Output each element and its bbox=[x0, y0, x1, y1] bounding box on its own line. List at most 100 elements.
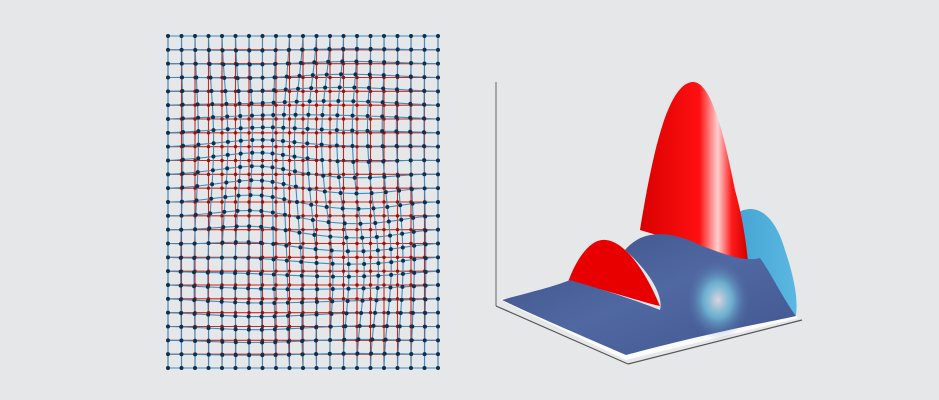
deformed-node bbox=[312, 232, 317, 237]
deformed-node bbox=[180, 157, 185, 162]
deformed-node bbox=[345, 298, 350, 303]
deformed-node bbox=[361, 286, 366, 291]
deformed-node bbox=[194, 88, 199, 93]
deformed-node bbox=[246, 327, 251, 332]
reference-node bbox=[247, 117, 251, 121]
deformed-node bbox=[250, 150, 255, 155]
deformed-node bbox=[280, 139, 285, 144]
deformed-node bbox=[367, 175, 372, 180]
reference-node bbox=[368, 172, 373, 177]
deformed-node bbox=[362, 261, 367, 266]
reference-node bbox=[233, 158, 238, 163]
reference-node bbox=[355, 310, 359, 315]
deformed-node bbox=[286, 326, 291, 331]
deformed-node bbox=[225, 139, 230, 144]
deformed-node bbox=[385, 205, 390, 210]
deformed-node bbox=[271, 272, 276, 277]
reference-node bbox=[247, 297, 251, 301]
deformed-node bbox=[238, 114, 243, 118]
deformed-node bbox=[341, 366, 346, 370]
deformed-node bbox=[179, 34, 184, 38]
reference-node bbox=[341, 131, 346, 135]
reference-node bbox=[328, 144, 332, 149]
reference-node bbox=[206, 172, 211, 177]
deformed-node bbox=[436, 269, 440, 274]
deformed-node bbox=[194, 75, 199, 80]
reference-node bbox=[274, 117, 278, 121]
reference-node bbox=[382, 214, 386, 218]
deformed-node bbox=[192, 284, 197, 289]
deformed-node bbox=[369, 351, 374, 356]
reference-node bbox=[260, 131, 265, 135]
deformed-node bbox=[358, 221, 363, 226]
reference-node bbox=[355, 158, 359, 163]
deformed-node bbox=[423, 228, 428, 233]
deformed-node bbox=[166, 34, 170, 38]
deformed-node bbox=[178, 269, 183, 274]
deformed-node bbox=[178, 297, 183, 302]
deformed-node bbox=[409, 34, 413, 38]
deformed-node bbox=[350, 128, 355, 133]
deformed-node bbox=[206, 352, 211, 357]
deformed-node bbox=[310, 73, 315, 78]
deformed-node bbox=[436, 172, 440, 177]
deformed-node bbox=[220, 352, 225, 357]
reference-node bbox=[355, 117, 359, 121]
reference-node bbox=[382, 241, 386, 246]
reference-node bbox=[341, 227, 346, 232]
deformed-node bbox=[223, 194, 228, 199]
reference-node bbox=[314, 172, 319, 177]
deformed-node bbox=[383, 337, 388, 342]
deformed-node bbox=[436, 241, 440, 246]
deformed-node bbox=[179, 324, 184, 329]
deformed-node bbox=[409, 338, 414, 343]
reference-node bbox=[260, 269, 265, 273]
deformed-node bbox=[272, 314, 277, 319]
reference-node bbox=[287, 283, 292, 287]
deformed-node bbox=[206, 366, 211, 370]
reference-node bbox=[274, 283, 278, 287]
reference-node bbox=[233, 172, 238, 177]
reference-node bbox=[395, 241, 400, 246]
deformed-node bbox=[166, 310, 170, 315]
deformed-node bbox=[299, 287, 304, 292]
deformed-node bbox=[401, 258, 406, 263]
deformed-node bbox=[210, 102, 215, 107]
reference-node bbox=[301, 200, 305, 204]
deformed-node bbox=[400, 284, 405, 289]
reference-node bbox=[287, 158, 292, 163]
deformed-node bbox=[344, 235, 349, 240]
deformed-node bbox=[374, 298, 379, 303]
reference-node bbox=[409, 283, 413, 287]
reference-node bbox=[247, 172, 251, 177]
reference-node bbox=[341, 144, 346, 149]
reference-node bbox=[314, 186, 319, 190]
reference-node bbox=[220, 103, 224, 107]
deformed-node bbox=[382, 351, 387, 356]
deformed-node bbox=[411, 215, 416, 220]
deformed-node bbox=[336, 175, 341, 180]
reference-node bbox=[368, 283, 373, 287]
deformed-node bbox=[271, 112, 276, 117]
reference-node bbox=[287, 131, 292, 135]
deformed-node bbox=[180, 185, 185, 190]
deformed-node bbox=[410, 324, 415, 329]
deformed-node bbox=[339, 72, 344, 77]
deformed-node bbox=[208, 211, 213, 216]
deformed-node bbox=[259, 327, 264, 332]
deformed-node bbox=[292, 140, 297, 145]
deformed-node bbox=[285, 287, 290, 292]
reference-node bbox=[193, 172, 197, 177]
deformed-node bbox=[225, 166, 230, 171]
deformed-node bbox=[314, 260, 319, 265]
deformed-node bbox=[178, 241, 183, 246]
reference-node bbox=[341, 158, 346, 163]
deformed-node bbox=[293, 169, 298, 174]
reference-node bbox=[328, 75, 332, 80]
deformed-node bbox=[396, 173, 401, 178]
deformed-node bbox=[247, 208, 252, 213]
deformed-node bbox=[235, 76, 240, 81]
reference-node bbox=[206, 186, 211, 190]
deformed-node bbox=[166, 213, 170, 218]
reference-node bbox=[341, 310, 346, 315]
